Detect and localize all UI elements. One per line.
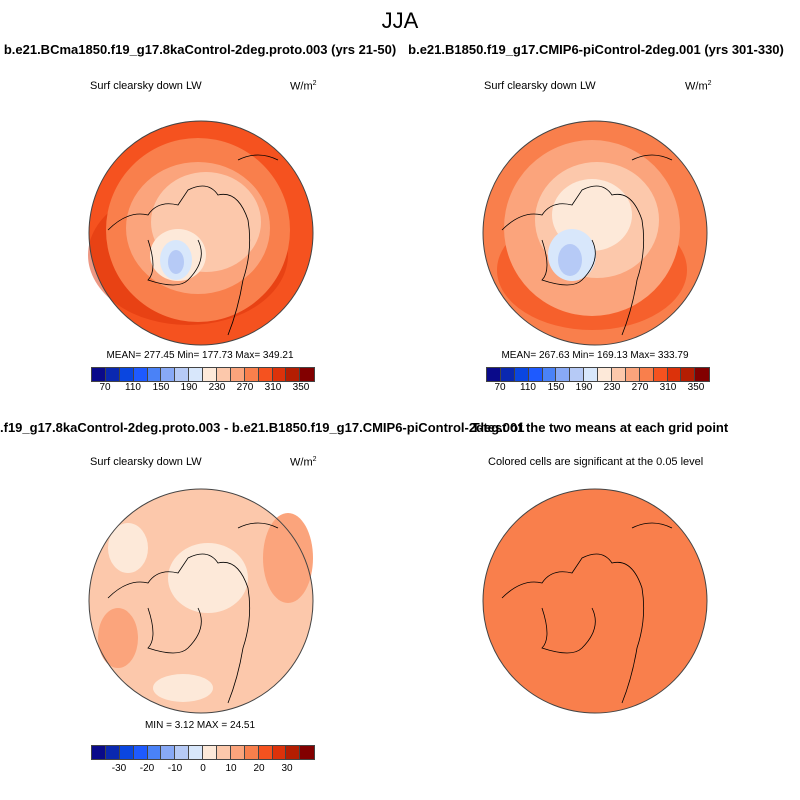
panel-1-units: W/m2 — [290, 80, 317, 93]
panel-2-variable: Surf clearsky down LW — [484, 80, 596, 92]
colorbar-swatch — [244, 746, 259, 759]
tick: 270 — [236, 382, 254, 393]
tick: 0 — [200, 763, 206, 774]
panel-3-stats: MIN = 3.12 MAX = 24.51 — [144, 720, 256, 731]
colorbar-swatch — [300, 368, 315, 381]
colorbar-swatch — [258, 368, 273, 381]
panel-3-variable: Surf clearsky down LW — [90, 456, 202, 468]
colorbar-swatch — [667, 368, 682, 381]
tick: 70 — [99, 382, 111, 393]
colorbar-swatch — [570, 368, 585, 381]
colorbar-swatch — [147, 746, 162, 759]
colorbar-swatch — [105, 368, 120, 381]
tick: 350 — [292, 382, 310, 393]
tick: 230 — [603, 382, 621, 393]
panel-2-title: b.e21.B1850.f19_g17.CMIP6-piControl-2deg… — [408, 42, 784, 57]
colorbar-swatch — [175, 746, 190, 759]
panel-4-title: T-test of the two means at each grid poi… — [471, 420, 729, 435]
tick: 310 — [659, 382, 677, 393]
panel-1-title: b.e21.BCma1850.f19_g17.8kaControl-2deg.p… — [3, 42, 397, 57]
colorbar-swatch — [133, 368, 148, 381]
colorbar-swatch — [203, 368, 218, 381]
tick: 270 — [631, 382, 649, 393]
colorbar-swatch — [92, 746, 106, 759]
colorbar-swatch — [161, 746, 176, 759]
tick: 110 — [125, 382, 141, 393]
tick: 110 — [520, 382, 536, 393]
colorbar-swatch — [161, 368, 176, 381]
panel-2-units: W/m2 — [685, 80, 712, 93]
tick: -20 — [139, 763, 155, 774]
tick: 30 — [281, 763, 293, 774]
panel-1-stats: MEAN= 277.45 Min= 177.73 Max= 349.21 — [106, 350, 294, 361]
panel-2-colorbar — [486, 367, 711, 382]
figure-title: JJA — [381, 8, 419, 33]
tick: 230 — [208, 382, 226, 393]
panel-3-units: W/m2 — [290, 456, 317, 469]
panel-4-variable: Colored cells are significant at the 0.0… — [488, 456, 704, 468]
colorbar-swatch — [584, 368, 599, 381]
colorbar-swatch — [244, 368, 259, 381]
panel-3-title: .f19_g17.8kaControl-2deg.proto.003 - b.e… — [0, 420, 525, 435]
colorbar-swatch — [487, 368, 501, 381]
colorbar-swatch — [175, 368, 190, 381]
tick: 190 — [180, 382, 198, 393]
colorbar-swatch — [625, 368, 640, 381]
colorbar-swatch — [681, 368, 696, 381]
colorbar-swatch — [272, 746, 287, 759]
panel-4-map — [482, 488, 708, 714]
colorbar-swatch — [556, 368, 571, 381]
tick: 190 — [575, 382, 593, 393]
colorbar-swatch — [514, 368, 529, 381]
colorbar-swatch — [639, 368, 654, 381]
colorbar-swatch — [133, 746, 148, 759]
colorbar-swatch — [653, 368, 668, 381]
tick: -10 — [167, 763, 183, 774]
tick: 150 — [152, 382, 170, 393]
colorbar-swatch — [500, 368, 515, 381]
colorbar-swatch — [286, 746, 301, 759]
panel-3-map — [88, 488, 314, 714]
colorbar-swatch — [189, 746, 204, 759]
colorbar-swatch — [230, 368, 245, 381]
panel-2-stats: MEAN= 267.63 Min= 169.13 Max= 333.79 — [501, 350, 689, 361]
colorbar-swatch — [258, 746, 273, 759]
tick: -30 — [111, 763, 127, 774]
panel-1-map — [88, 120, 314, 346]
colorbar-swatch — [230, 746, 245, 759]
colorbar-swatch — [300, 746, 315, 759]
colorbar-swatch — [612, 368, 626, 381]
panel-2-map — [482, 120, 708, 346]
colorbar-swatch — [695, 368, 710, 381]
colorbar-swatch — [119, 746, 134, 759]
colorbar-swatch — [203, 746, 218, 759]
colorbar-swatch — [528, 368, 543, 381]
panel-1-variable: Surf clearsky down LW — [90, 80, 202, 92]
colorbar-swatch — [272, 368, 287, 381]
tick: 350 — [687, 382, 705, 393]
colorbar-swatch — [147, 368, 162, 381]
tick: 20 — [253, 763, 265, 774]
colorbar-swatch — [217, 368, 231, 381]
tick: 70 — [494, 382, 506, 393]
tick: 10 — [225, 763, 237, 774]
panel-1-colorbar — [91, 367, 316, 382]
colorbar-swatch — [286, 368, 301, 381]
colorbar-swatch — [92, 368, 106, 381]
colorbar-swatch — [217, 746, 231, 759]
tick: 310 — [264, 382, 282, 393]
panel-3-colorbar — [91, 745, 316, 760]
colorbar-swatch — [105, 746, 120, 759]
colorbar-swatch — [542, 368, 557, 381]
colorbar-swatch — [119, 368, 134, 381]
colorbar-swatch — [598, 368, 613, 381]
tick: 150 — [547, 382, 565, 393]
colorbar-swatch — [189, 368, 204, 381]
